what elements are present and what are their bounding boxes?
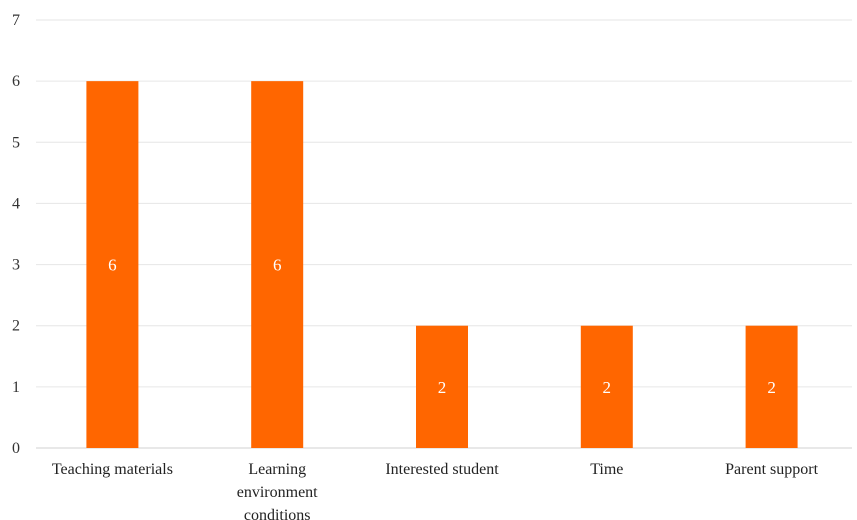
x-category-label: Teaching materials bbox=[52, 461, 173, 478]
bars bbox=[86, 81, 798, 449]
y-tick-label: 1 bbox=[12, 379, 20, 396]
y-tick-label: 5 bbox=[12, 134, 20, 151]
bar bbox=[745, 325, 798, 448]
bar-value-label: 6 bbox=[108, 256, 117, 275]
x-category-label: Interested student bbox=[385, 461, 499, 478]
x-category-label: Learning environment conditions bbox=[237, 461, 318, 520]
x-category-label: Parent support bbox=[725, 461, 818, 478]
data-labels: 6 6 2 2 2 bbox=[108, 256, 776, 397]
bar bbox=[251, 81, 304, 449]
y-tick-label: 7 bbox=[12, 12, 20, 29]
y-tick-label: 4 bbox=[12, 195, 20, 212]
bar-value-label: 2 bbox=[767, 378, 776, 397]
x-category-label: Time bbox=[590, 461, 623, 478]
bar bbox=[416, 325, 468, 448]
x-category-line: environment bbox=[237, 484, 318, 501]
x-category-line: Interested student bbox=[385, 461, 499, 478]
y-tick-label: 2 bbox=[12, 318, 20, 335]
x-category-line: conditions bbox=[244, 507, 311, 520]
bar-value-label: 2 bbox=[438, 378, 447, 397]
x-category-line: Parent support bbox=[725, 461, 818, 478]
x-category-line: Teaching materials bbox=[52, 461, 173, 478]
x-category-line: Learning bbox=[248, 461, 306, 478]
bar bbox=[580, 325, 633, 448]
x-axis-categories: Teaching materials Learning environment con… bbox=[52, 461, 819, 520]
bar-value-label: 2 bbox=[603, 378, 612, 397]
bar-value-label: 6 bbox=[273, 256, 282, 275]
y-axis-ticks: 0 1 2 3 4 5 6 7 bbox=[12, 12, 20, 457]
x-category-line: Time bbox=[590, 461, 623, 478]
y-tick-label: 3 bbox=[12, 257, 20, 274]
bar bbox=[86, 81, 139, 449]
y-tick-label: 0 bbox=[12, 440, 20, 457]
y-tick-label: 6 bbox=[12, 73, 20, 90]
